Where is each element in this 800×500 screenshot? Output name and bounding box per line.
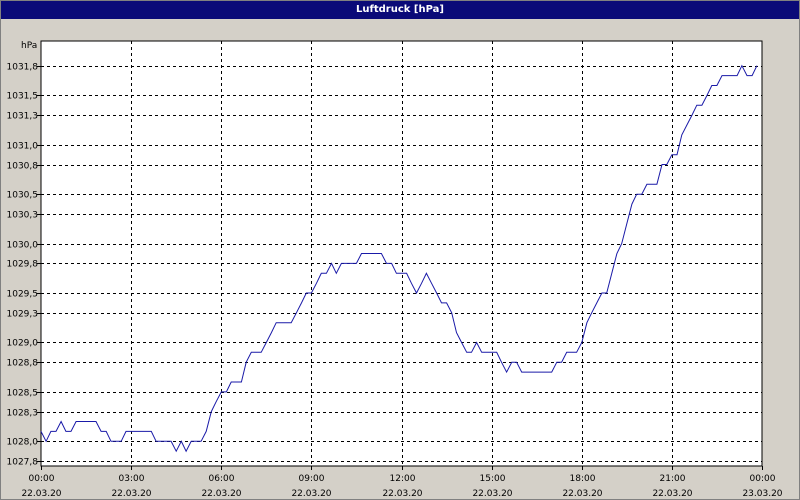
x-tick-time-label: 15:00	[480, 474, 506, 484]
grid	[41, 41, 762, 466]
x-tick-date-label: 22.03.20	[562, 489, 602, 499]
plot-area	[40, 40, 763, 467]
y-tick-label: 1029,3	[7, 310, 39, 320]
x-tick-date-label: 22.03.20	[21, 489, 61, 499]
y-axis-label: hPa	[21, 41, 37, 51]
x-tick-date-label: 22.03.20	[291, 489, 331, 499]
x-tick-time-label: 09:00	[299, 474, 325, 484]
x-tick-time-label: 18:00	[570, 474, 596, 484]
y-tick-label: 1031,3	[7, 112, 39, 122]
x-tick-time-label: 12:00	[390, 474, 416, 484]
y-tick-label: 1029,5	[7, 290, 39, 300]
x-axis: 00:00 22.03.20 03:00 22.03.20 06:00 22.03.20 0…	[21, 466, 783, 499]
x-tick-time-label: 00:00	[750, 474, 776, 484]
window-title: Luftdruck [hPa]	[1, 1, 799, 19]
y-tick-label: 1030,0	[7, 241, 39, 251]
x-tick-time-label: 00:00	[29, 474, 55, 484]
x-tick-time-label: 21:00	[660, 474, 686, 484]
x-tick-time-label: 03:00	[119, 474, 145, 484]
y-tick-label: 1031,0	[7, 142, 39, 152]
y-tick-label: 1031,8	[7, 63, 39, 73]
y-tick-label: 1029,0	[7, 339, 39, 349]
y-axis: 1027,8 1028,0 1028,3 1028,5 1028,8 1029,0 1029…	[7, 63, 41, 468]
series-group	[40, 64, 758, 453]
y-tick-label: 1030,3	[7, 211, 39, 221]
x-tick-date-label: 22.03.20	[382, 489, 422, 499]
y-tick-label: 1028,3	[7, 409, 39, 419]
x-tick-date-label: 22.03.20	[472, 489, 512, 499]
y-tick-label: 1031,5	[7, 92, 39, 102]
y-tick-label: 1028,5	[7, 389, 39, 399]
x-tick-date-label: 22.03.20	[652, 489, 692, 499]
x-tick-date-label: 23.03.20	[742, 489, 782, 499]
y-tick-label: 1027,8	[7, 458, 39, 468]
x-tick-time-label: 06:00	[209, 474, 235, 484]
pressure-line	[40, 64, 758, 453]
x-tick-date-label: 22.03.20	[201, 489, 241, 499]
y-tick-label: 1028,8	[7, 359, 39, 369]
y-tick-label: 1030,8	[7, 162, 39, 172]
pressure-chart: hPa 1027,8 1028,0 1028,3 1028,5 1028,8 1029,0…	[7, 40, 783, 499]
y-tick-label: 1029,8	[7, 260, 39, 270]
y-tick-label: 1028,0	[7, 438, 39, 448]
x-tick-date-label: 22.03.20	[111, 489, 151, 499]
y-tick-label: 1030,5	[7, 191, 39, 201]
